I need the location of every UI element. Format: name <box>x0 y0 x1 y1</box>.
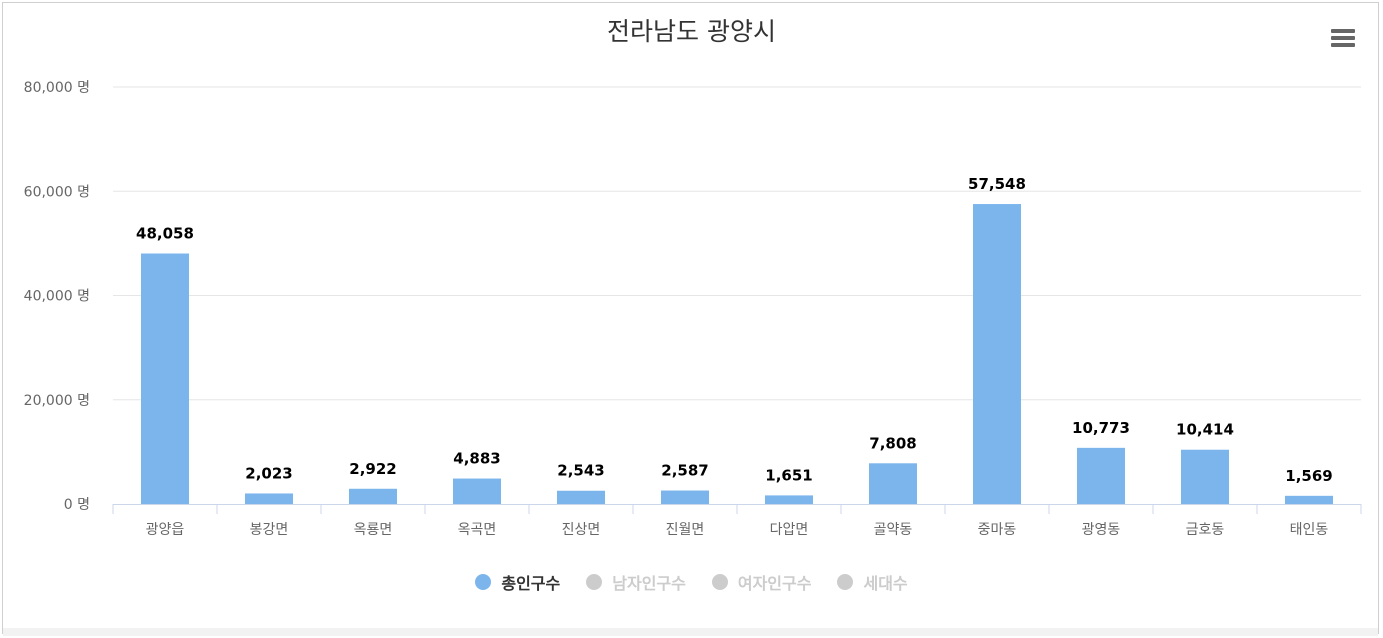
chart-title: 전라남도 광양시 <box>607 17 776 46</box>
data-label: 2,587 <box>661 462 708 480</box>
bar <box>661 490 709 504</box>
data-label: 10,773 <box>1072 419 1130 437</box>
hamburger-menu-icon[interactable] <box>1328 26 1358 50</box>
bar <box>1285 495 1333 504</box>
y-tick-label: 20,000 명 <box>24 393 90 409</box>
y-tick-label: 60,000 명 <box>24 184 90 200</box>
x-tick-label: 옥룡면 <box>354 522 393 538</box>
bar <box>141 253 189 504</box>
data-label: 7,808 <box>869 434 916 452</box>
y-tick-label: 0 명 <box>64 497 90 513</box>
legend-label: 총인구수 <box>501 574 561 593</box>
legend-dot-icon <box>837 574 854 590</box>
bar <box>973 204 1021 504</box>
legend-item-female[interactable]: 여자인구수 <box>711 570 812 594</box>
x-tick-label: 진월면 <box>666 522 705 538</box>
x-tick-label: 금호동 <box>1186 522 1225 538</box>
bar-chart: 0 명 20,000 명 40,000 명 60,000 명 80,000 명 48,05… <box>24 80 1362 538</box>
legend-dot-icon <box>475 574 492 590</box>
bar <box>869 463 917 504</box>
legend-item-male[interactable]: 남자인구수 <box>586 570 686 594</box>
x-tick-label: 옥곡면 <box>458 522 497 538</box>
x-tick-label: 광영동 <box>1082 522 1121 538</box>
data-label: 2,922 <box>349 460 396 478</box>
x-tick-label: 다압면 <box>770 522 809 538</box>
x-tick-label: 골약동 <box>874 522 913 538</box>
bar <box>349 488 397 504</box>
x-tick-label: 광양읍 <box>146 522 185 538</box>
bar <box>1077 447 1125 504</box>
x-tick-label: 중마동 <box>978 522 1017 538</box>
legend-item-total[interactable]: 총인구수 <box>475 570 560 594</box>
bar <box>245 493 293 504</box>
data-label: 10,414 <box>1176 421 1234 439</box>
x-tick-label: 봉강면 <box>250 522 289 538</box>
data-label: 2,023 <box>245 464 292 482</box>
x-tick-label: 태인동 <box>1290 522 1329 538</box>
data-label: 1,651 <box>765 466 812 484</box>
bar <box>453 478 501 504</box>
data-label: 1,569 <box>1285 467 1332 485</box>
footer-strip <box>3 628 1378 636</box>
data-label: 4,883 <box>453 450 500 468</box>
legend-label: 여자인구수 <box>737 574 812 593</box>
legend-dot-icon <box>711 574 728 590</box>
data-label: 48,058 <box>136 224 194 242</box>
data-label: 2,543 <box>557 462 604 480</box>
bar <box>557 490 605 504</box>
legend-label: 세대수 <box>863 574 908 593</box>
y-tick-label: 80,000 명 <box>24 80 90 96</box>
legend-item-households[interactable]: 세대수 <box>837 570 908 594</box>
legend: 총인구수 남자인구수 여자인구수 세대수 <box>0 568 1383 596</box>
bar <box>1181 449 1229 504</box>
x-tick-label: 진상면 <box>562 522 601 538</box>
y-tick-label: 40,000 명 <box>24 289 90 305</box>
legend-dot-icon <box>586 574 603 590</box>
bar <box>765 495 813 504</box>
legend-label: 남자인구수 <box>612 574 686 593</box>
data-label: 57,548 <box>968 175 1026 193</box>
